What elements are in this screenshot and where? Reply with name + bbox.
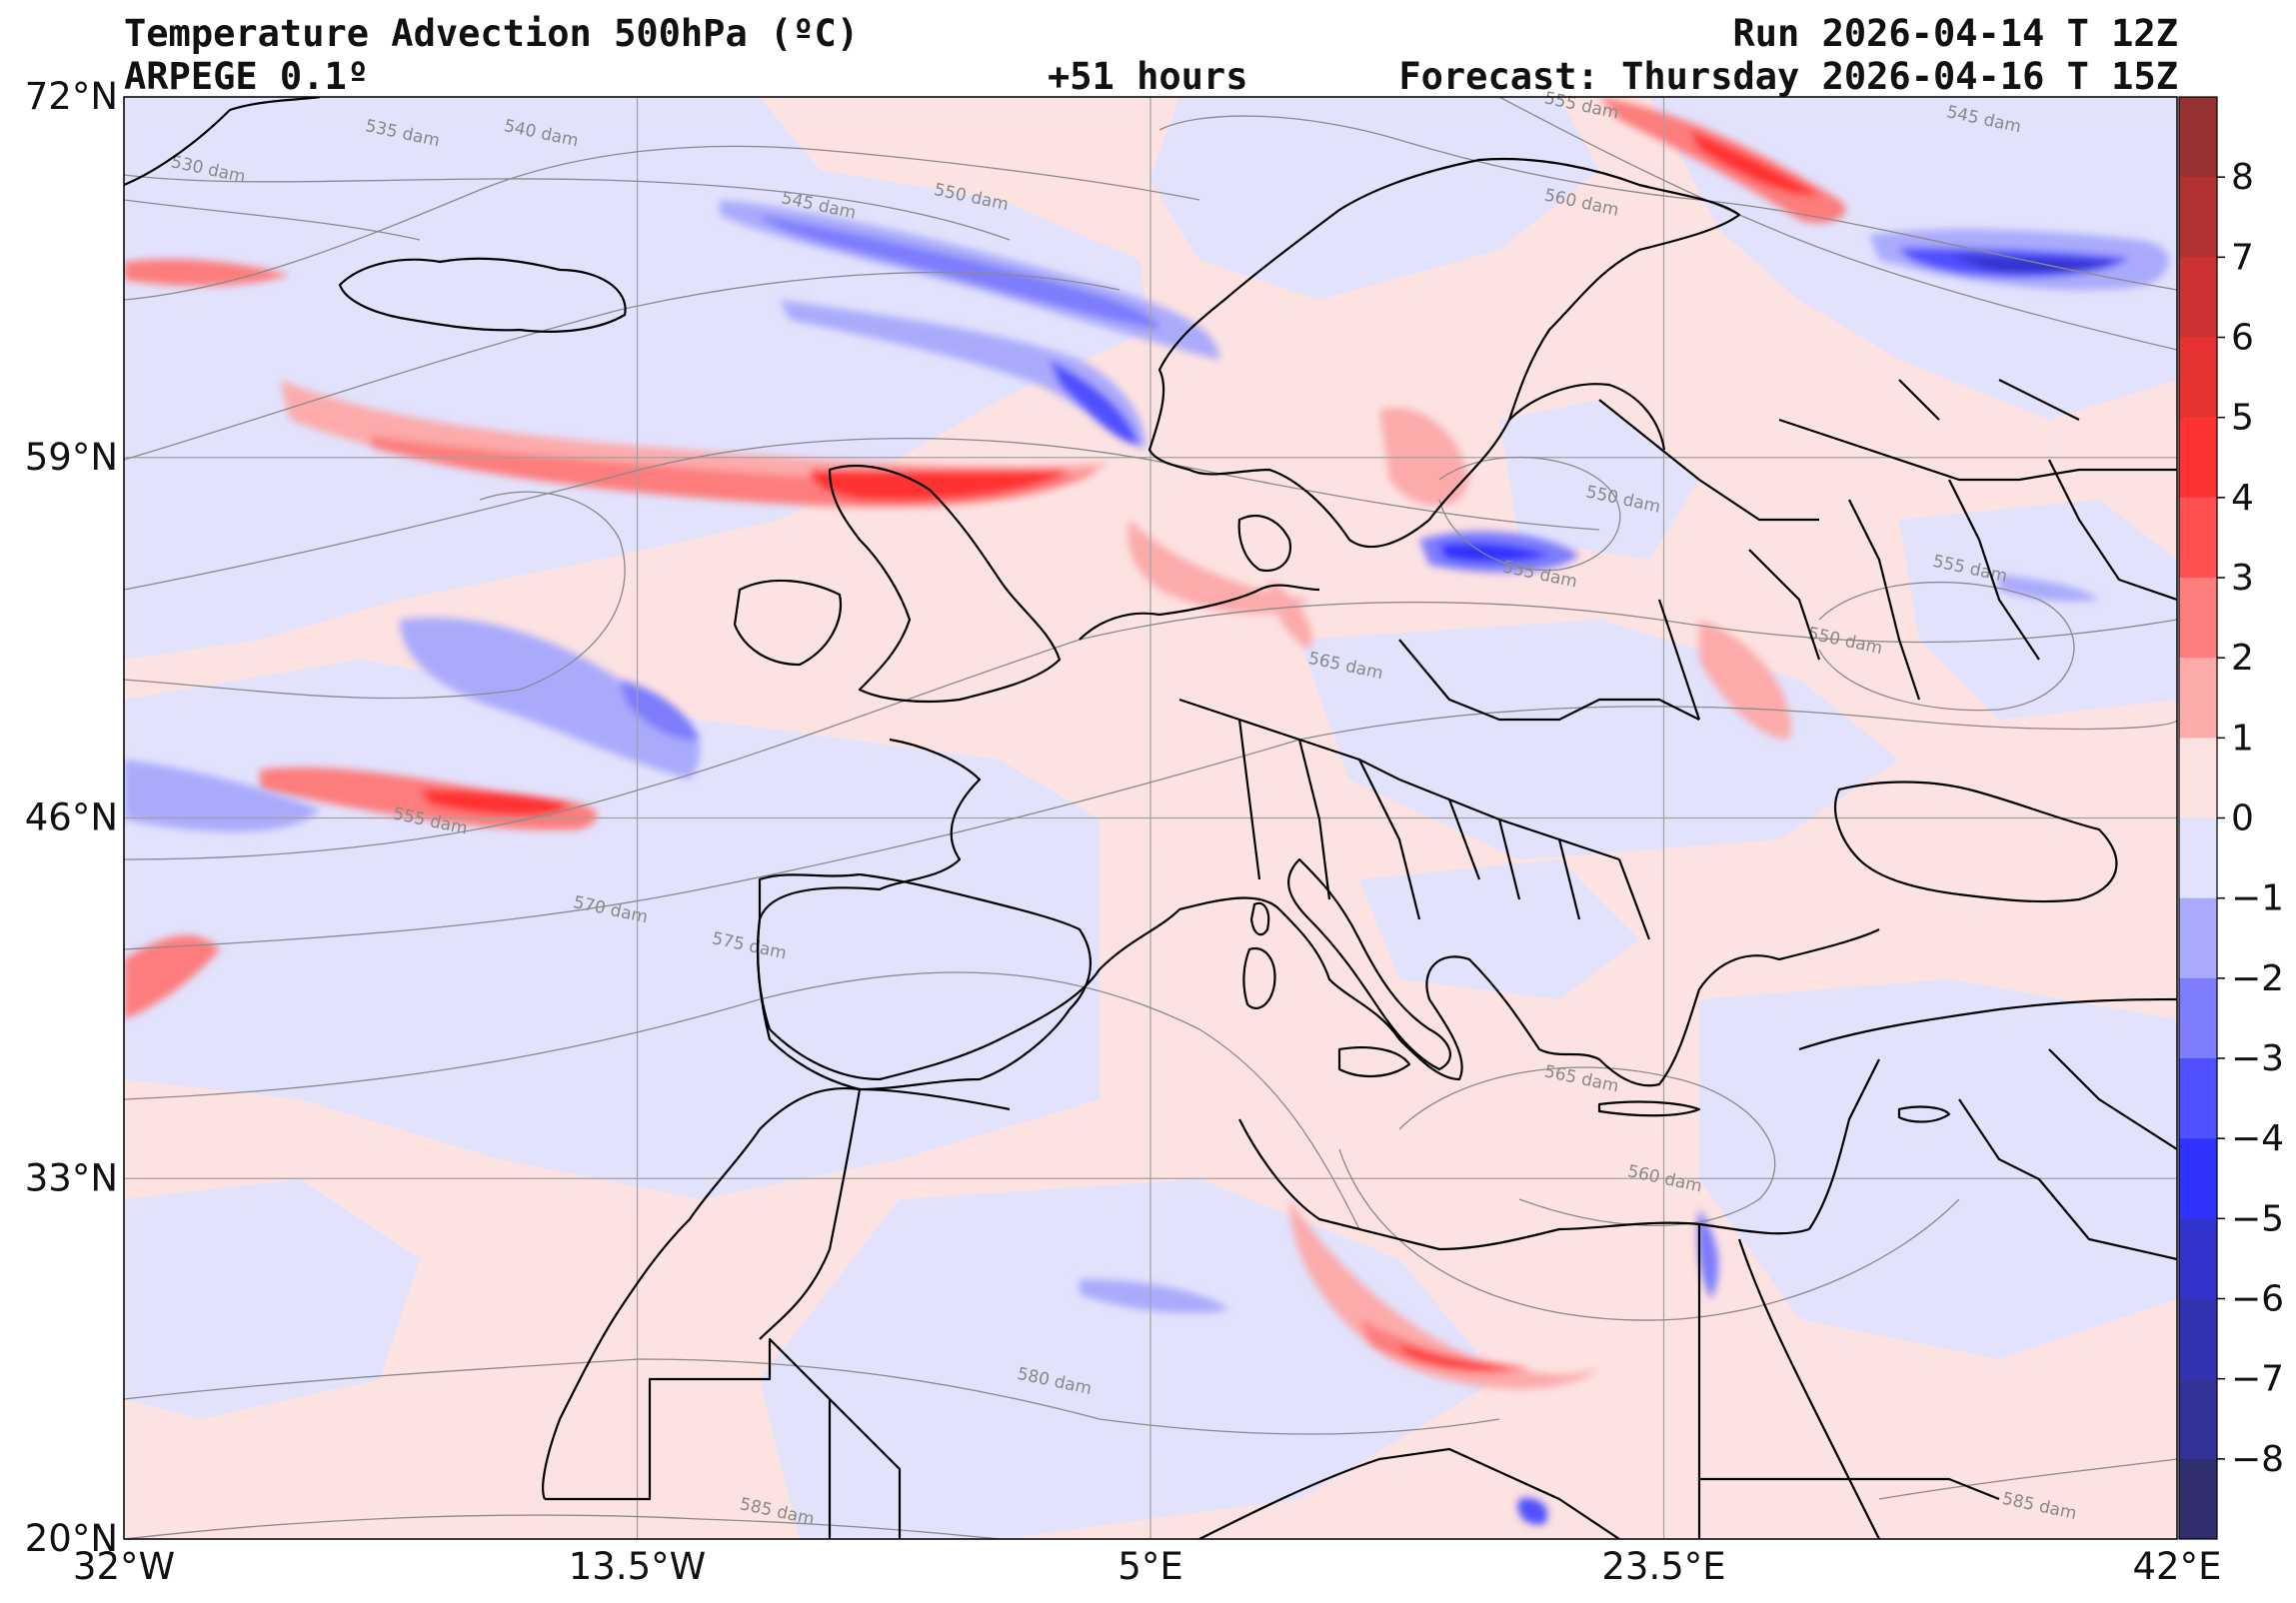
colorbar-label: 8 [2231,157,2254,198]
sudan-border [1699,1477,2000,1501]
lat-label: 33°N [25,1156,118,1199]
finland-coast [1508,383,1666,451]
colorbar-band [2179,1218,2217,1299]
colorbar-label: 2 [2231,638,2254,679]
colorbar-band [2179,658,2217,739]
colorbar-band [2179,417,2217,499]
colorbar-label: 7 [2231,237,2254,278]
lat-label: 72°N [25,75,118,118]
europe-north-coast [1079,584,1320,641]
colorbar-label: −3 [2231,1038,2284,1079]
forecast-time: Forecast: Thursday 2026-04-16 T 15Z [1398,55,2178,98]
colorbar-band [2179,1458,2217,1540]
great-britain-coast [828,464,1062,704]
libya-border [1198,1447,1620,1539]
run-time: Run 2026-04-14 T 12Z [1732,12,2178,55]
europe-internal-borders [1178,379,2177,940]
colorbar-label: 1 [2231,718,2254,759]
colorbar-band [2179,177,2217,258]
colorbar-band [2179,817,2217,899]
colorbar-label: 5 [2231,398,2254,439]
colorbar-label: −6 [2231,1279,2284,1320]
map-title: Temperature Advection 500hPa (ºC) [124,12,860,55]
levant-coast [1808,1058,1880,1230]
longitude-labels: 32°W 13.5°W 5°E 23.5°E 42°E [73,1545,2222,1588]
colorbar-label: −1 [2231,878,2284,919]
colorbar-band [2179,337,2217,419]
lat-label: 20°N [25,1517,118,1560]
colorbar-band [2179,977,2217,1059]
lon-label: 5°E [1118,1545,1182,1588]
colorbar-label: −8 [2231,1439,2284,1480]
lon-label: 32°W [73,1545,175,1588]
greenland-coast [124,97,321,187]
colorbar-band [2179,738,2217,818]
colorbar-label: 4 [2231,478,2254,519]
iberia-coast [756,872,1092,1091]
ireland-coast [733,579,843,667]
crete-coast [1597,1100,1701,1117]
anatolia-coast [1798,997,2177,1051]
coastlines-and-borders [124,97,2177,1539]
colorbar-band [2179,1298,2217,1380]
mideast-borders [1958,1048,2177,1261]
western-sahara-border [545,1337,902,1539]
model-name: ARPEGE 0.1º [124,55,370,98]
colorbar [2178,96,2218,1540]
colorbar-label: −5 [2231,1198,2284,1239]
colorbar-label: 3 [2231,558,2254,599]
lead-time: +51 hours [1048,55,1248,98]
colorbar-label: −7 [2231,1359,2284,1400]
europe-coast [756,738,1880,1087]
colorbar-band [2179,897,2217,979]
colorbar-band [2179,1378,2217,1460]
scandinavia-coast [1148,157,1741,549]
corsica-coast [1249,901,1270,936]
colorbar-band [2179,1058,2217,1139]
lat-label: 46°N [25,797,118,839]
sicily-coast [1337,1046,1411,1078]
algeria-border [759,1088,862,1340]
red-sea-coast [1737,1238,1880,1539]
denmark-coast [1237,515,1292,573]
colorbar-band [2179,578,2217,659]
geopotential-contours [124,97,2177,1539]
black-sea-coast [1834,781,2118,903]
lon-label: 13.5°W [569,1545,706,1588]
colorbar-band [2179,497,2217,579]
colorbar-label: 6 [2231,318,2254,359]
colorbar-label: −4 [2231,1118,2284,1159]
lat-label: 59°N [25,436,118,479]
iceland-coast [338,257,627,333]
colorbar-label: −2 [2231,958,2284,999]
map-frame [123,96,2178,1540]
italy-coast [1287,857,1451,1071]
colorbar-label: 0 [2231,799,2254,839]
warm-advection-bands [124,97,1846,1389]
latitude-labels: 72°N 59°N 46°N 33°N 20°N [25,75,118,1560]
cyprus-coast [1897,1105,1951,1123]
sardinia-coast [1242,946,1276,1009]
lon-label: 23.5°E [1601,1545,1725,1588]
colorbar-labels: 8 7 6 5 4 3 2 1 0 −1 −2 −3 −4 −5 −6 −7 −8 [2217,157,2284,1480]
colorbar-band [2179,257,2217,338]
libya-egypt-coast [1238,1118,1810,1251]
colorbar-band [2179,1138,2217,1219]
colorbar-band [2179,97,2217,178]
lon-label: 42°E [2133,1545,2222,1588]
